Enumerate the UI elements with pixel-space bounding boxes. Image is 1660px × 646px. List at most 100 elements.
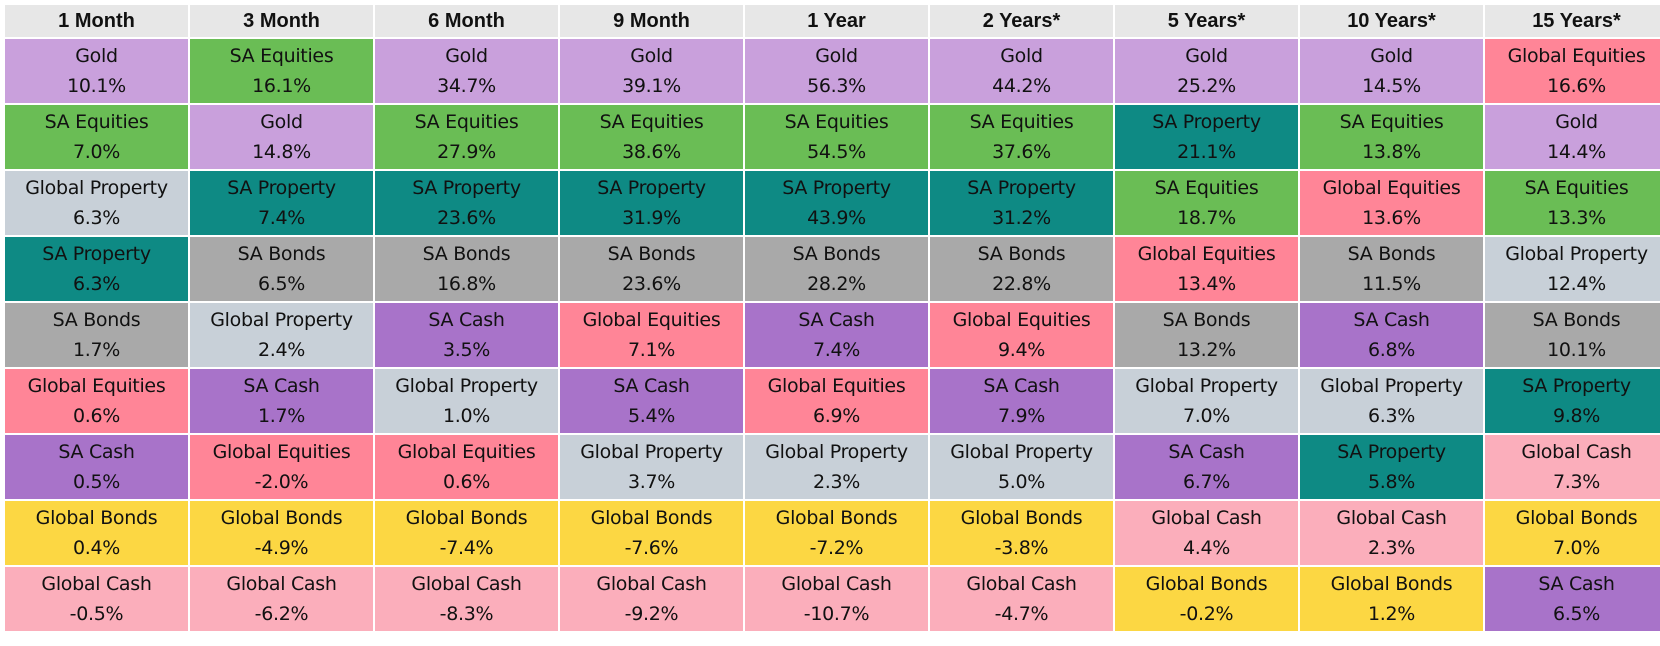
return-value: 7.9% xyxy=(997,405,1046,427)
return-value: 34.7% xyxy=(437,75,496,97)
rank-cell-global-equities: Global Equities 6.9% xyxy=(745,369,928,433)
rank-cell-sa-equities: SA Equities 13.3% xyxy=(1485,171,1660,235)
asset-label: Global Bonds xyxy=(590,507,713,529)
asset-label: SA Property xyxy=(227,177,336,199)
asset-label: Gold xyxy=(1555,111,1598,133)
asset-label: Gold xyxy=(815,45,858,67)
return-value: 7.3% xyxy=(1552,471,1601,493)
asset-label: SA Equities xyxy=(44,111,149,133)
rank-cell-gold: Gold 34.7% xyxy=(375,39,558,103)
return-value: 12.4% xyxy=(1547,273,1606,295)
rank-cell-global-property: Global Property 12.4% xyxy=(1485,237,1660,301)
asset-label: Global Cash xyxy=(1521,441,1632,463)
column-header-6-month: 6 Month xyxy=(375,5,558,37)
rank-cell-sa-equities: SA Equities 7.0% xyxy=(5,105,188,169)
rank-cell-sa-equities: SA Equities 27.9% xyxy=(375,105,558,169)
asset-label: Global Bonds xyxy=(775,507,898,529)
asset-label: SA Cash xyxy=(1168,441,1245,463)
asset-label: SA Equities xyxy=(414,111,519,133)
return-value: 16.6% xyxy=(1547,75,1606,97)
asset-label: SA Bonds xyxy=(977,243,1066,265)
return-value: 13.2% xyxy=(1177,339,1236,361)
return-value: 43.9% xyxy=(807,207,866,229)
rank-cell-sa-bonds: SA Bonds 11.5% xyxy=(1300,237,1483,301)
rank-cell-sa-property: SA Property 43.9% xyxy=(745,171,928,235)
return-value: 14.4% xyxy=(1547,141,1606,163)
asset-label: Gold xyxy=(1370,45,1413,67)
return-value: 1.2% xyxy=(1367,603,1416,625)
return-value: 0.6% xyxy=(442,471,491,493)
asset-label: Global Equities xyxy=(27,375,166,397)
rank-cell-global-cash: Global Cash 4.4% xyxy=(1115,501,1298,565)
return-value: 0.6% xyxy=(72,405,121,427)
asset-label: SA Bonds xyxy=(237,243,326,265)
rank-cell-sa-property: SA Property 23.6% xyxy=(375,171,558,235)
rank-cell-sa-bonds: SA Bonds 22.8% xyxy=(930,237,1113,301)
rank-cell-global-property: Global Property 2.4% xyxy=(190,303,373,367)
asset-label: Global Equities xyxy=(397,441,536,463)
return-value: 21.1% xyxy=(1177,141,1236,163)
return-value: 6.5% xyxy=(257,273,306,295)
return-value: 1.7% xyxy=(257,405,306,427)
rank-cell-sa-cash: SA Cash 0.5% xyxy=(5,435,188,499)
asset-label: SA Property xyxy=(42,243,151,265)
rank-cell-global-cash: Global Cash -0.5% xyxy=(5,567,188,631)
return-value: 44.2% xyxy=(992,75,1051,97)
rank-cell-global-bonds: Global Bonds 1.2% xyxy=(1300,567,1483,631)
rank-cell-global-bonds: Global Bonds -0.2% xyxy=(1115,567,1298,631)
return-value: -4.9% xyxy=(254,537,309,559)
rank-cell-global-cash: Global Cash 7.3% xyxy=(1485,435,1660,499)
return-value: 28.2% xyxy=(807,273,866,295)
return-value: 27.9% xyxy=(437,141,496,163)
return-value: 1.0% xyxy=(442,405,491,427)
return-value: 14.8% xyxy=(252,141,311,163)
rank-cell-sa-property: SA Property 6.3% xyxy=(5,237,188,301)
asset-label: Global Bonds xyxy=(220,507,343,529)
asset-label: Global Bonds xyxy=(1515,507,1638,529)
rank-cell-global-property: Global Property 3.7% xyxy=(560,435,743,499)
column-header-10-years: 10 Years* xyxy=(1300,5,1483,37)
rank-cell-global-bonds: Global Bonds 7.0% xyxy=(1485,501,1660,565)
rank-cell-global-property: Global Property 2.3% xyxy=(745,435,928,499)
return-value: 6.3% xyxy=(1367,405,1416,427)
return-value: -0.5% xyxy=(69,603,124,625)
return-value: 23.6% xyxy=(437,207,496,229)
rank-cell-sa-bonds: SA Bonds 28.2% xyxy=(745,237,928,301)
return-value: 9.4% xyxy=(997,339,1046,361)
return-value: 38.6% xyxy=(622,141,681,163)
asset-label: SA Property xyxy=(782,177,891,199)
asset-label: SA Property xyxy=(412,177,521,199)
asset-label: SA Equities xyxy=(1154,177,1259,199)
asset-label: Global Cash xyxy=(226,573,337,595)
asset-label: SA Cash xyxy=(243,375,320,397)
rank-cell-sa-bonds: SA Bonds 23.6% xyxy=(560,237,743,301)
asset-label: Global Equities xyxy=(582,309,721,331)
rank-cell-global-property: Global Property 5.0% xyxy=(930,435,1113,499)
asset-label: SA Property xyxy=(1522,375,1631,397)
rank-cell-sa-bonds: SA Bonds 1.7% xyxy=(5,303,188,367)
column-header-5-years: 5 Years* xyxy=(1115,5,1298,37)
asset-label: SA Cash xyxy=(428,309,505,331)
asset-label: SA Property xyxy=(597,177,706,199)
rank-cell-global-cash: Global Cash -4.7% xyxy=(930,567,1113,631)
return-value: 13.4% xyxy=(1177,273,1236,295)
asset-label: Global Bonds xyxy=(405,507,528,529)
asset-label: Global Equities xyxy=(1137,243,1276,265)
asset-label: SA Cash xyxy=(613,375,690,397)
rank-cell-global-equities: Global Equities -2.0% xyxy=(190,435,373,499)
return-value: 7.1% xyxy=(627,339,676,361)
return-value: 3.7% xyxy=(627,471,676,493)
return-value: -4.7% xyxy=(994,603,1049,625)
asset-label: SA Equities xyxy=(969,111,1074,133)
return-value: 5.4% xyxy=(627,405,676,427)
rank-cell-gold: Gold 44.2% xyxy=(930,39,1113,103)
asset-label: Global Cash xyxy=(596,573,707,595)
rank-cell-sa-equities: SA Equities 13.8% xyxy=(1300,105,1483,169)
asset-label: Global Property xyxy=(395,375,538,397)
return-value: 2.3% xyxy=(1367,537,1416,559)
rank-cell-sa-equities: SA Equities 38.6% xyxy=(560,105,743,169)
asset-label: SA Equities xyxy=(229,45,334,67)
rank-cell-global-equities: Global Equities 13.4% xyxy=(1115,237,1298,301)
rank-cell-sa-equities: SA Equities 18.7% xyxy=(1115,171,1298,235)
rank-cell-global-bonds: Global Bonds -4.9% xyxy=(190,501,373,565)
